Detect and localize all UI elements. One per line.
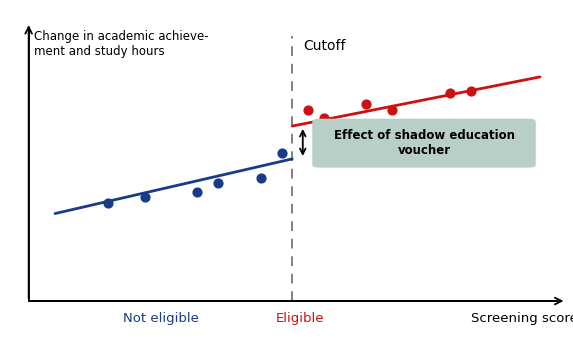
Point bbox=[140, 194, 149, 200]
Text: Effect of shadow education
voucher: Effect of shadow education voucher bbox=[333, 129, 515, 157]
Point bbox=[388, 107, 397, 112]
Point bbox=[446, 91, 455, 96]
Point bbox=[103, 200, 112, 206]
Point bbox=[362, 101, 371, 107]
Text: Cutoff: Cutoff bbox=[303, 39, 346, 53]
Text: Screening score: Screening score bbox=[471, 312, 573, 325]
Point bbox=[256, 175, 265, 181]
Point bbox=[304, 107, 313, 112]
Point bbox=[319, 115, 328, 121]
Point bbox=[193, 189, 202, 194]
Text: Not eligible: Not eligible bbox=[123, 312, 198, 325]
Text: Eligible: Eligible bbox=[276, 312, 324, 325]
Point bbox=[214, 181, 223, 186]
Point bbox=[467, 88, 476, 93]
Point bbox=[277, 151, 286, 156]
Text: Change in academic achieve-
ment and study hours: Change in academic achieve- ment and stu… bbox=[34, 30, 209, 58]
FancyBboxPatch shape bbox=[312, 119, 536, 167]
